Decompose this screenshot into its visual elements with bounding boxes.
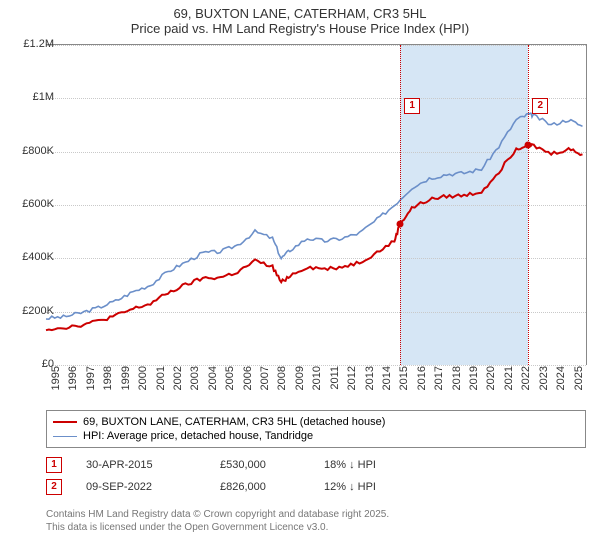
x-axis-label: 2011 — [329, 366, 341, 390]
x-axis-label: 2002 — [172, 366, 184, 390]
x-axis-label: 2005 — [224, 366, 236, 390]
sale-dot — [525, 141, 532, 148]
series-property — [46, 144, 583, 330]
transaction-date: 30-APR-2015 — [86, 459, 196, 471]
title-line-1: 69, BUXTON LANE, CATERHAM, CR3 5HL — [0, 6, 600, 21]
x-axis-label: 2022 — [520, 366, 532, 390]
x-axis-label: 2012 — [346, 366, 358, 390]
x-axis-label: 2006 — [242, 366, 254, 390]
x-axis-label: 2003 — [189, 366, 201, 390]
marker-label-1: 1 — [404, 98, 420, 114]
transaction-marker: 2 — [46, 479, 62, 495]
x-axis-label: 2020 — [485, 366, 497, 390]
legend-swatch — [53, 421, 77, 423]
x-axis-label: 1998 — [102, 366, 114, 390]
sale-dot — [397, 220, 404, 227]
transaction-price: £530,000 — [220, 459, 300, 471]
legend-label: 69, BUXTON LANE, CATERHAM, CR3 5HL (deta… — [83, 416, 385, 428]
x-axis-label: 2017 — [433, 366, 445, 390]
x-axis-label: 2013 — [364, 366, 376, 390]
transaction-row: 2 09-SEP-2022 £826,000 12% ↓ HPI — [46, 476, 586, 498]
legend-label: HPI: Average price, detached house, Tand… — [83, 430, 313, 442]
y-axis-label: £800K — [22, 145, 54, 157]
transaction-price: £826,000 — [220, 481, 300, 493]
marker-dashline — [400, 45, 401, 365]
x-axis-label: 1995 — [50, 366, 62, 390]
transaction-date: 09-SEP-2022 — [86, 481, 196, 493]
transaction-marker: 1 — [46, 457, 62, 473]
legend-section: 69, BUXTON LANE, CATERHAM, CR3 5HL (deta… — [46, 410, 586, 534]
chart-area: 12 — [46, 44, 587, 365]
transaction-row: 1 30-APR-2015 £530,000 18% ↓ HPI — [46, 454, 586, 476]
x-axis-label: 2000 — [137, 366, 149, 390]
transaction-delta: 18% ↓ HPI — [324, 459, 376, 471]
x-axis-label: 2008 — [276, 366, 288, 390]
legend-swatch — [53, 436, 77, 437]
series-hpi — [46, 113, 583, 319]
legend-row: 69, BUXTON LANE, CATERHAM, CR3 5HL (deta… — [53, 415, 579, 429]
x-axis-label: 2009 — [294, 366, 306, 390]
x-axis-label: 1996 — [67, 366, 79, 390]
y-axis-label: £1.2M — [23, 38, 54, 50]
x-axis-label: 1997 — [85, 366, 97, 390]
transaction-delta: 12% ↓ HPI — [324, 481, 376, 493]
legend-box: 69, BUXTON LANE, CATERHAM, CR3 5HL (deta… — [46, 410, 586, 448]
footer-attribution: Contains HM Land Registry data © Crown c… — [46, 508, 586, 534]
transaction-table: 1 30-APR-2015 £530,000 18% ↓ HPI 2 09-SEP-202… — [46, 454, 586, 498]
x-axis-label: 1999 — [120, 366, 132, 390]
footer-line-2: This data is licensed under the Open Gov… — [46, 521, 586, 534]
x-axis-label: 2024 — [555, 366, 567, 390]
x-axis-label: 2014 — [381, 366, 393, 390]
x-axis-label: 2018 — [451, 366, 463, 390]
x-axis-label: 2015 — [398, 366, 410, 390]
marker-label-2: 2 — [532, 98, 548, 114]
y-axis-label: £200K — [22, 305, 54, 317]
title-line-2: Price paid vs. HM Land Registry's House … — [0, 21, 600, 36]
x-axis-label: 2016 — [416, 366, 428, 390]
footer-line-1: Contains HM Land Registry data © Crown c… — [46, 508, 586, 521]
x-axis-label: 2001 — [155, 366, 167, 390]
x-axis-label: 2019 — [468, 366, 480, 390]
marker-dashline — [528, 45, 529, 365]
x-axis-label: 2010 — [311, 366, 323, 390]
x-axis-label: 2004 — [207, 366, 219, 390]
y-axis-label: £600K — [22, 198, 54, 210]
line-chart-svg — [46, 45, 586, 365]
chart-title-block: 69, BUXTON LANE, CATERHAM, CR3 5HL Price… — [0, 0, 600, 38]
x-axis-label: 2007 — [259, 366, 271, 390]
y-axis-label: £400K — [22, 251, 54, 263]
x-axis-label: 2025 — [573, 366, 585, 390]
y-axis-label: £1M — [33, 91, 54, 103]
legend-row: HPI: Average price, detached house, Tand… — [53, 429, 579, 443]
x-axis-label: 2023 — [538, 366, 550, 390]
x-axis-label: 2021 — [503, 366, 515, 390]
